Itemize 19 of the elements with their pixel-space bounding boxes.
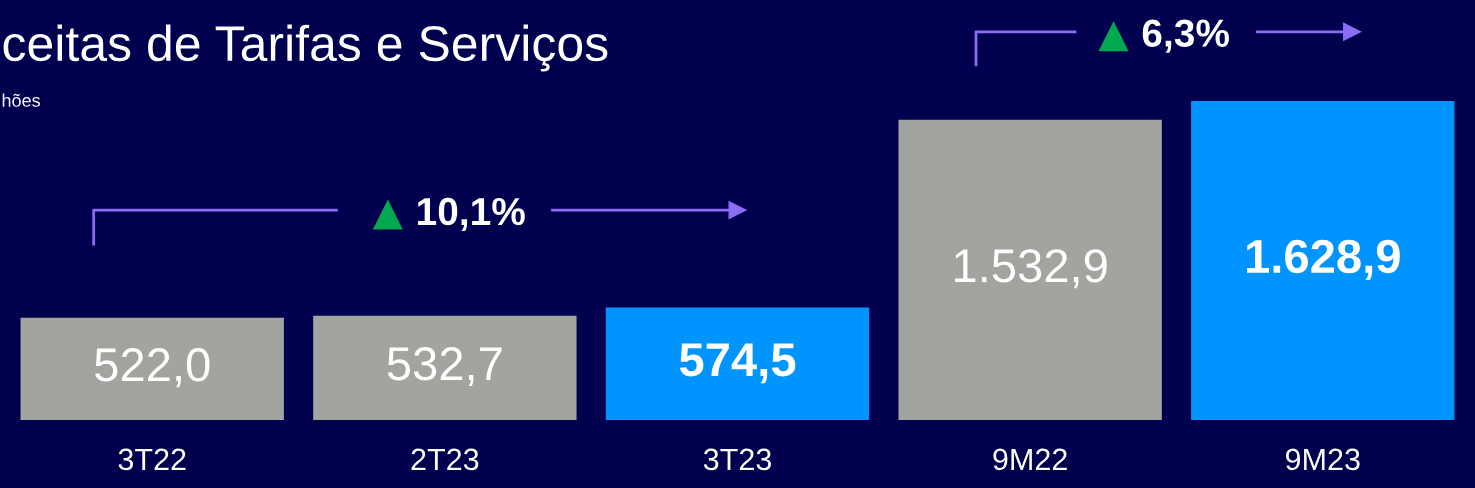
annotation: 10,1%	[418, 197, 525, 231]
text: 6,3%	[1142, 19, 1229, 53]
bar	[898, 119, 1162, 420]
x-tick-label: 9M23	[1286, 448, 1360, 471]
x-tick-label: 3T23	[703, 448, 771, 471]
data-label: 1.532,9	[954, 249, 1107, 289]
bar	[20, 317, 284, 420]
data-label: 522,0	[95, 348, 210, 388]
x-tick-label: 9M22	[993, 448, 1067, 471]
x-tick-label: 3T22	[118, 448, 186, 471]
bar	[1191, 101, 1455, 420]
chart-subtitle: hões	[2, 93, 40, 107]
data-label: 574,5	[679, 343, 796, 384]
data-label: 1.628,9	[1246, 239, 1400, 281]
chart-title: ceitas de Tarifas e Serviços	[3, 24, 608, 72]
bar	[605, 307, 870, 420]
data-label: 532,7	[387, 347, 502, 387]
bar	[313, 315, 577, 420]
x-tick-label: 2T23	[411, 448, 479, 471]
